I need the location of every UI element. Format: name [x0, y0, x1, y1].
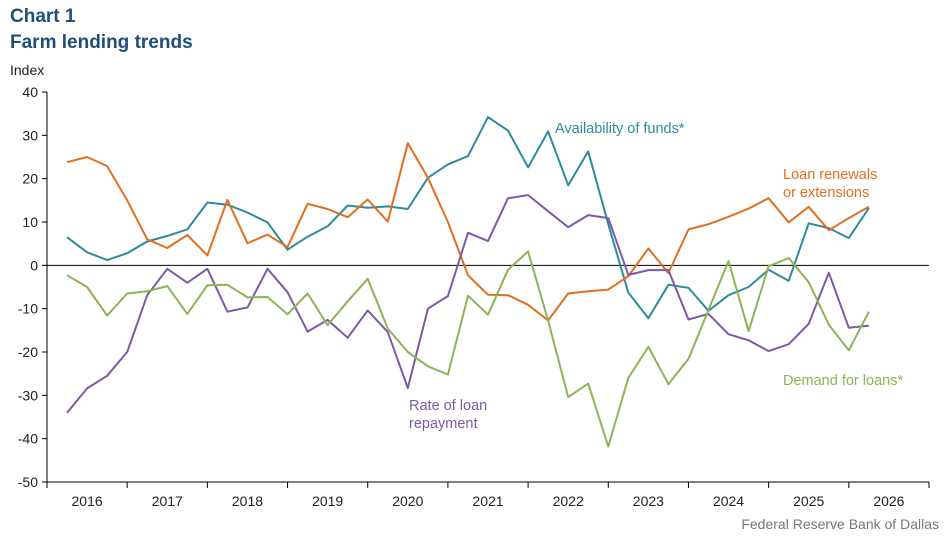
- series-line-2: [66, 194, 870, 414]
- series-label-line: Demand for loans*: [783, 373, 903, 389]
- series-label-line: or extensions: [783, 185, 869, 201]
- y-tick-label: 10: [22, 214, 38, 230]
- x-tick-label: 2024: [713, 493, 744, 509]
- series-label-1: Loan renewals or extensions: [783, 167, 877, 201]
- source-note: Federal Reserve Bank of Dallas: [741, 516, 939, 532]
- tick-labels: 40 30 20 10 0 -10 -20 -30 -40 -50 2016 2017 2018 2019…: [18, 84, 905, 509]
- x-tick-label: 2016: [72, 493, 103, 509]
- y-tick-label: 30: [22, 127, 38, 143]
- x-tick-label: 2018: [232, 493, 263, 509]
- y-tick-label: -30: [18, 387, 38, 403]
- series-lines: [66, 116, 870, 448]
- x-tick-label: 2019: [312, 493, 343, 509]
- axes: [42, 91, 930, 488]
- series-label-0: Availability of funds*: [555, 121, 685, 137]
- x-tick-label: 2023: [633, 493, 664, 509]
- x-tick-label: 2026: [873, 493, 904, 509]
- series-line-1: [66, 142, 870, 322]
- x-tick-label: 2021: [472, 493, 503, 509]
- y-tick-label: -20: [18, 344, 38, 360]
- series-label-line: repayment: [409, 416, 478, 432]
- y-tick-label: -10: [18, 301, 38, 317]
- series-label-2: Rate of loan repayment: [409, 398, 487, 432]
- y-axis-label: Index: [10, 62, 45, 78]
- series-label-line: Loan renewals: [783, 167, 877, 183]
- series-line-0: [66, 116, 870, 320]
- series-line-3: [66, 250, 870, 448]
- chart-label: Chart 1: [10, 6, 76, 27]
- y-tick-label: 0: [30, 257, 38, 273]
- y-tick-label: -40: [18, 431, 38, 447]
- chart-title: Farm lending trends: [10, 32, 193, 53]
- x-tick-label: 2017: [152, 493, 183, 509]
- y-tick-label: 20: [22, 171, 38, 187]
- series-label-line: Availability of funds*: [555, 121, 685, 137]
- x-tick-label: 2020: [392, 493, 423, 509]
- y-tick-label: 40: [22, 84, 38, 100]
- series-labels: Availability of funds* Loan renewals or ex…: [409, 121, 903, 432]
- y-tick-label: -50: [18, 474, 38, 490]
- series-label-3: Demand for loans*: [783, 373, 903, 389]
- x-tick-label: 2025: [793, 493, 824, 509]
- x-tick-label: 2022: [553, 493, 584, 509]
- series-label-line: Rate of loan: [409, 398, 487, 414]
